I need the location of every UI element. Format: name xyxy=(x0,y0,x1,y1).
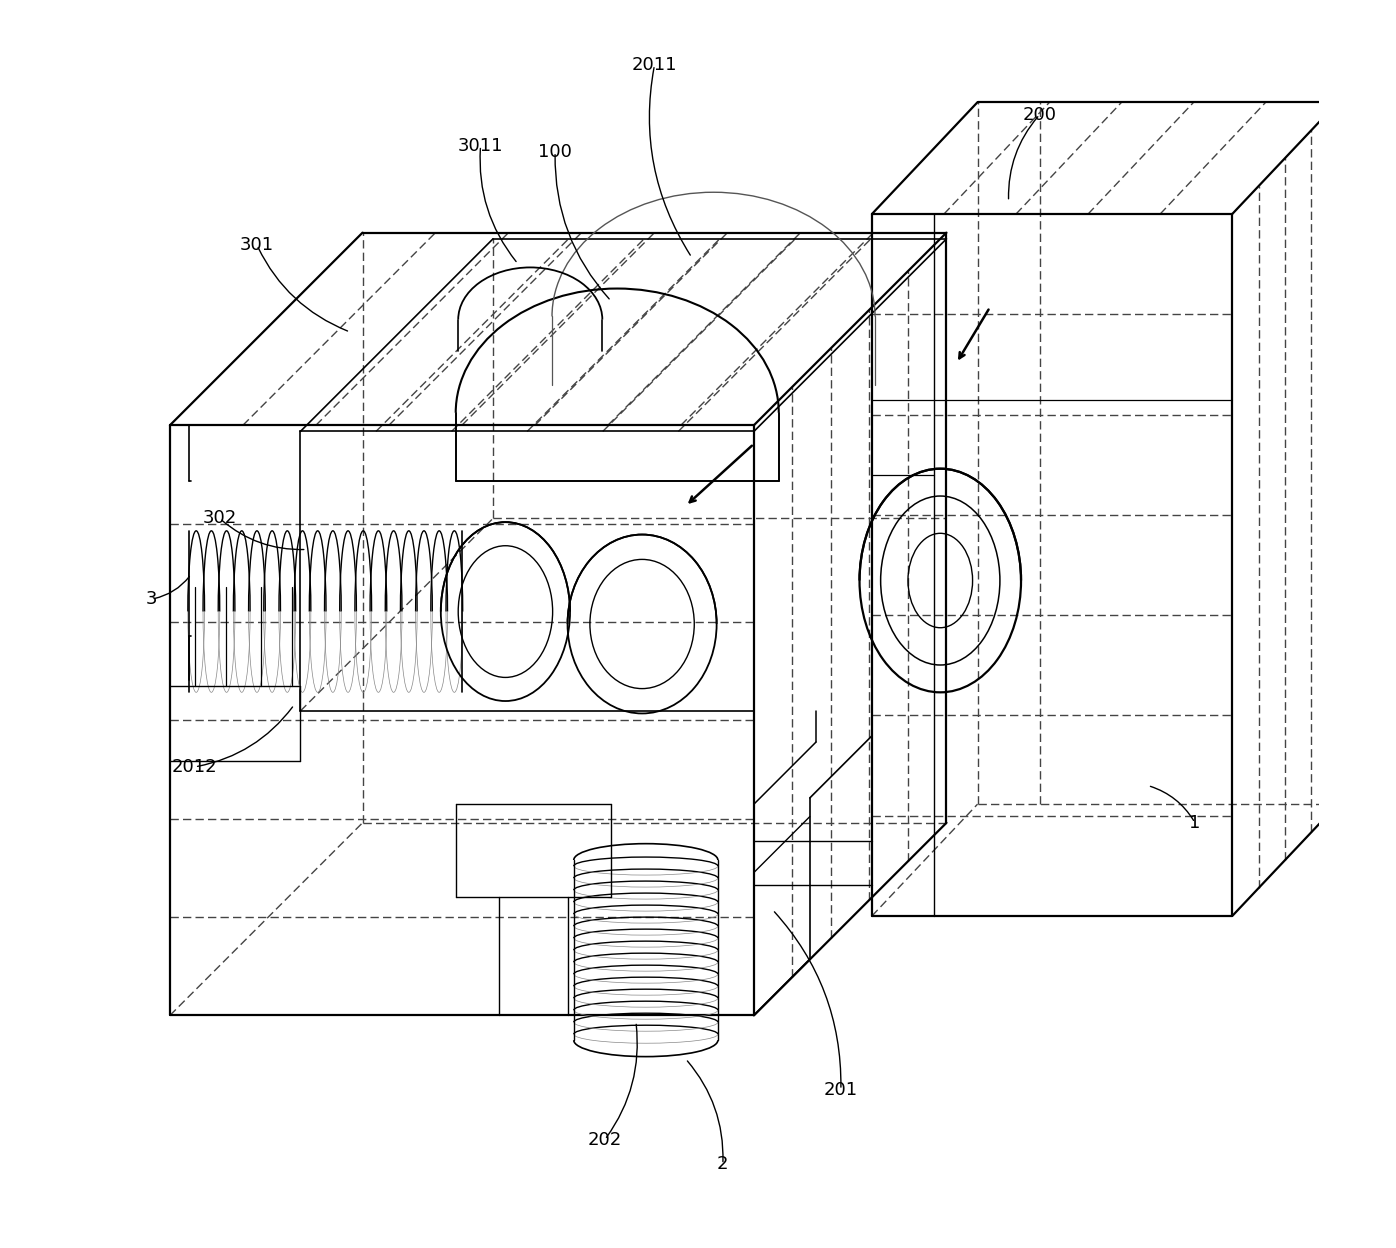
Text: 201: 201 xyxy=(824,1081,859,1099)
Text: 3: 3 xyxy=(145,590,158,608)
Text: 2: 2 xyxy=(718,1156,729,1173)
Text: 301: 301 xyxy=(240,236,274,255)
Text: 302: 302 xyxy=(202,509,237,528)
Text: 1: 1 xyxy=(1189,814,1201,831)
Text: 2012: 2012 xyxy=(172,758,218,776)
Text: 202: 202 xyxy=(588,1131,623,1148)
Text: 200: 200 xyxy=(1023,106,1057,124)
Text: 100: 100 xyxy=(539,142,572,161)
Text: 2011: 2011 xyxy=(632,56,677,74)
Text: 3011: 3011 xyxy=(458,137,504,155)
